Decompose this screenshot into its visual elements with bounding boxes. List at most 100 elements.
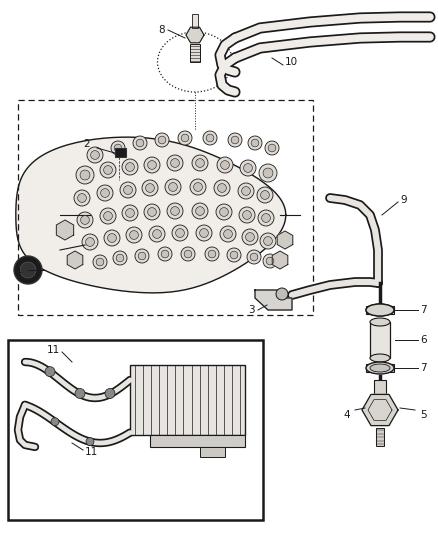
Circle shape — [246, 232, 254, 241]
Circle shape — [206, 134, 214, 142]
Circle shape — [227, 248, 241, 262]
Circle shape — [244, 164, 252, 172]
Circle shape — [80, 170, 90, 180]
Circle shape — [266, 257, 274, 265]
Circle shape — [76, 166, 94, 184]
Bar — [366, 364, 394, 372]
Bar — [370, 322, 390, 358]
Circle shape — [96, 258, 104, 266]
Circle shape — [257, 187, 273, 203]
Circle shape — [200, 229, 208, 237]
Circle shape — [126, 227, 142, 243]
Circle shape — [86, 438, 94, 446]
Circle shape — [82, 234, 98, 250]
Circle shape — [165, 179, 181, 195]
Circle shape — [259, 164, 277, 182]
Circle shape — [192, 203, 208, 219]
Circle shape — [136, 139, 144, 147]
Polygon shape — [16, 137, 286, 293]
Circle shape — [170, 207, 180, 215]
Polygon shape — [277, 231, 293, 249]
Circle shape — [258, 210, 274, 226]
Circle shape — [126, 208, 134, 217]
Circle shape — [77, 212, 93, 228]
Circle shape — [75, 389, 85, 399]
Polygon shape — [362, 394, 398, 425]
Circle shape — [181, 247, 195, 261]
Circle shape — [238, 183, 254, 199]
Circle shape — [152, 230, 161, 238]
Circle shape — [126, 163, 134, 172]
Circle shape — [148, 160, 156, 169]
Ellipse shape — [370, 306, 390, 314]
Circle shape — [205, 247, 219, 261]
Circle shape — [158, 247, 172, 261]
Polygon shape — [57, 220, 74, 240]
Circle shape — [87, 147, 103, 163]
Circle shape — [247, 250, 261, 264]
Bar — [200, 447, 225, 457]
Circle shape — [224, 230, 233, 238]
Circle shape — [242, 229, 258, 245]
Circle shape — [214, 180, 230, 196]
Circle shape — [264, 237, 272, 245]
Circle shape — [265, 141, 279, 155]
Circle shape — [81, 216, 89, 224]
Circle shape — [181, 134, 189, 142]
Circle shape — [216, 204, 232, 220]
Circle shape — [221, 160, 230, 169]
Circle shape — [116, 254, 124, 262]
Circle shape — [184, 250, 192, 258]
Text: 6: 6 — [420, 335, 427, 345]
Circle shape — [167, 155, 183, 171]
Circle shape — [263, 168, 273, 178]
Ellipse shape — [370, 318, 390, 326]
Circle shape — [261, 214, 270, 222]
Polygon shape — [255, 290, 292, 310]
Circle shape — [167, 203, 183, 219]
Text: 8: 8 — [159, 25, 165, 35]
Circle shape — [196, 207, 205, 215]
Circle shape — [142, 180, 158, 196]
Circle shape — [203, 131, 217, 145]
Circle shape — [20, 262, 36, 278]
Circle shape — [243, 211, 251, 220]
Circle shape — [208, 250, 216, 258]
Circle shape — [135, 249, 149, 263]
Circle shape — [120, 182, 136, 198]
Circle shape — [122, 205, 138, 221]
Circle shape — [155, 133, 169, 147]
Ellipse shape — [370, 364, 390, 372]
Circle shape — [100, 208, 116, 224]
Circle shape — [45, 367, 55, 377]
Polygon shape — [67, 251, 83, 269]
Circle shape — [260, 233, 276, 249]
Circle shape — [251, 139, 259, 147]
Text: 11: 11 — [47, 345, 60, 355]
Circle shape — [130, 231, 138, 239]
Circle shape — [196, 225, 212, 241]
Circle shape — [114, 144, 122, 152]
Circle shape — [169, 183, 177, 191]
Circle shape — [230, 251, 238, 259]
Circle shape — [148, 207, 156, 216]
Bar — [18, 100, 313, 315]
Circle shape — [105, 389, 115, 399]
Circle shape — [250, 253, 258, 261]
Circle shape — [91, 151, 99, 159]
Circle shape — [176, 229, 184, 237]
Circle shape — [161, 250, 169, 258]
Circle shape — [111, 141, 125, 155]
Bar — [150, 435, 245, 447]
Circle shape — [100, 162, 116, 178]
Circle shape — [231, 136, 239, 144]
Bar — [374, 380, 386, 395]
Ellipse shape — [370, 354, 390, 362]
Circle shape — [144, 204, 160, 220]
Bar — [192, 14, 198, 28]
Circle shape — [276, 288, 288, 300]
Circle shape — [104, 166, 113, 174]
Circle shape — [218, 183, 226, 192]
Circle shape — [220, 226, 236, 242]
Text: 9: 9 — [400, 195, 406, 205]
